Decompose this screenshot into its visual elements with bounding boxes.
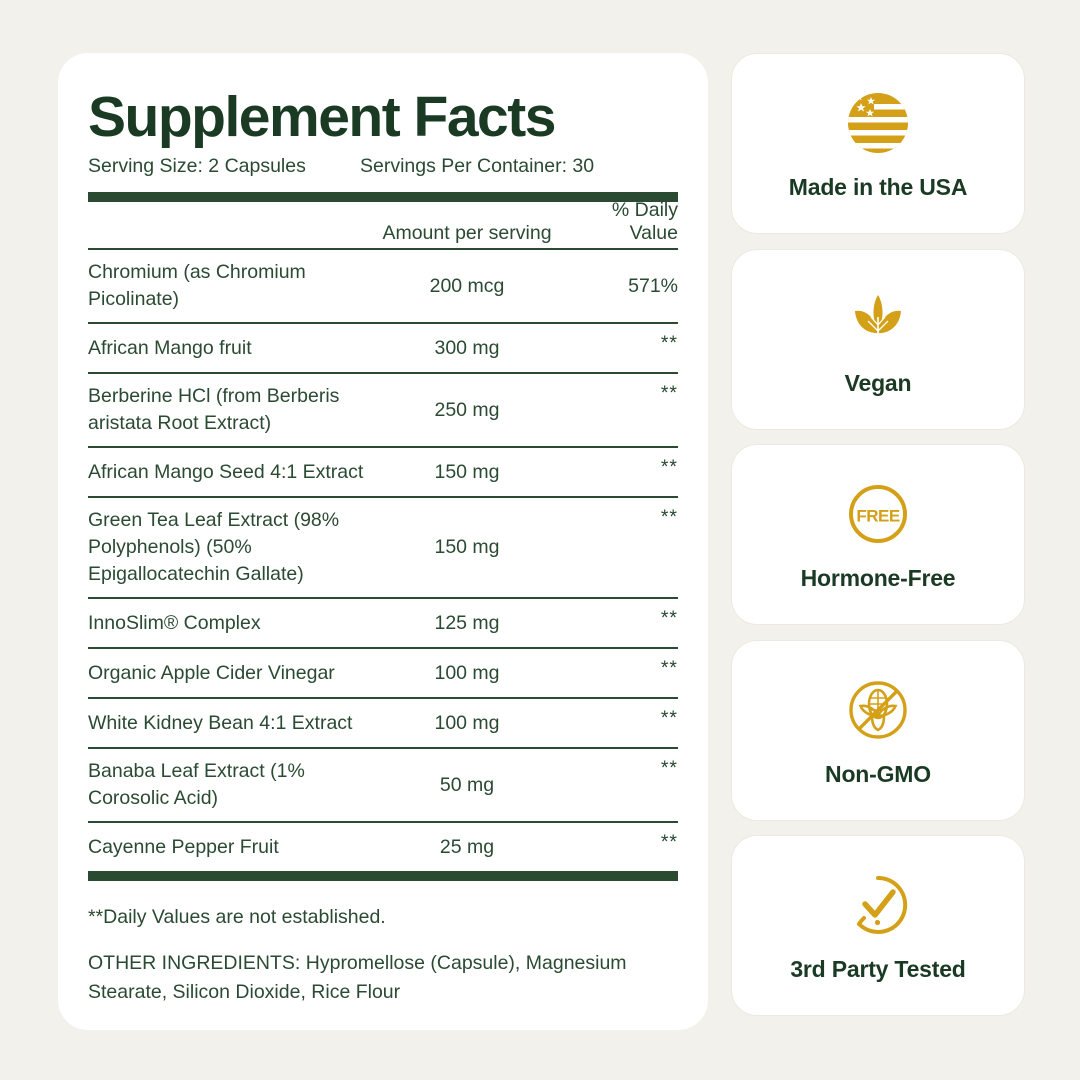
certification-badge-list: Made in the USA Vegan FREE Hormone-Free … bbox=[731, 53, 1025, 1016]
serving-info: Serving Size: 2 Capsules Servings Per Co… bbox=[88, 153, 678, 179]
serving-size: Serving Size: 2 Capsules bbox=[88, 155, 306, 177]
ingredient-amount: 150 mg bbox=[434, 536, 500, 558]
ingredient-daily-value: ** bbox=[660, 506, 678, 528]
badge-label: Made in the USA bbox=[788, 174, 968, 200]
badge-card-non-gmo[interactable]: Non-GMO bbox=[731, 639, 1025, 821]
table-row: Green Tea Leaf Extract (98% Polyphenols)… bbox=[88, 498, 678, 597]
ingredient-name: Berberine HCl (from Berberis aristata Ro… bbox=[88, 385, 340, 434]
row-divider bbox=[88, 372, 678, 374]
servings-per-container: Servings Per Container: 30 bbox=[360, 155, 595, 177]
table-row: InnoSlim® Complex 125 mg ** bbox=[88, 599, 678, 647]
free-circle-icon: FREE bbox=[841, 477, 915, 551]
ingredient-name: Organic Apple Cider Vinegar bbox=[88, 661, 335, 684]
ingredient-table: Chromium (as Chromium Picolinate) 200 mcg… bbox=[88, 250, 678, 871]
row-divider bbox=[88, 821, 678, 823]
row-divider bbox=[88, 446, 678, 448]
ingredient-name: White Kidney Bean 4:1 Extract bbox=[88, 711, 353, 734]
usa-flag-icon bbox=[841, 86, 915, 160]
ingredient-name: Cayenne Pepper Fruit bbox=[88, 835, 279, 858]
ingredient-daily-value: ** bbox=[660, 757, 678, 779]
ingredient-daily-value: ** bbox=[660, 657, 678, 679]
badge-label: 3rd Party Tested bbox=[790, 956, 966, 982]
ingredient-daily-value: ** bbox=[660, 332, 678, 354]
ingredient-daily-value: ** bbox=[660, 831, 678, 853]
badge-card-3rd-party-tested[interactable]: 3rd Party Tested bbox=[731, 835, 1025, 1016]
ingredient-daily-value: ** bbox=[660, 382, 678, 404]
ingredient-amount: 50 mg bbox=[439, 773, 495, 796]
table-column-headers: Amount per serving % Daily Value bbox=[88, 199, 678, 248]
ingredient-amount: 200 mcg bbox=[429, 274, 505, 297]
ingredient-name: InnoSlim® Complex bbox=[88, 611, 261, 634]
column-header-amount: Amount per serving bbox=[382, 222, 552, 244]
ingredient-name: Green Tea Leaf Extract (98% Polyphenols)… bbox=[88, 509, 340, 585]
ingredient-daily-value: ** bbox=[660, 456, 678, 478]
badge-label: Hormone-Free bbox=[800, 565, 956, 591]
badge-label: Vegan bbox=[844, 369, 912, 396]
svg-text:FREE: FREE bbox=[856, 507, 900, 526]
page-title: Supplement Facts bbox=[88, 85, 556, 149]
ingredient-name: African Mango Seed 4:1 Extract bbox=[88, 460, 364, 483]
ingredient-amount: 25 mg bbox=[439, 835, 495, 858]
badge-label: Non-GMO bbox=[825, 760, 931, 787]
ingredient-amount: 125 mg bbox=[434, 611, 500, 634]
ingredient-name: Chromium (as Chromium Picolinate) bbox=[88, 261, 306, 310]
check-circle-icon bbox=[841, 868, 915, 942]
badge-card-vegan[interactable]: Vegan bbox=[731, 248, 1025, 430]
ingredient-amount: 300 mg bbox=[434, 336, 500, 359]
badge-card-hormone-free[interactable]: FREE Hormone-Free bbox=[731, 444, 1025, 625]
table-row: Berberine HCl (from Berberis aristata Ro… bbox=[88, 374, 678, 446]
table-row: Banaba Leaf Extract (1% Corosolic Acid) 5… bbox=[88, 749, 678, 821]
ingredient-amount: 100 mg bbox=[434, 711, 500, 734]
divider-thin-header bbox=[88, 248, 678, 250]
leaf-plant-icon bbox=[841, 282, 915, 356]
column-header-daily-value: % Daily Value bbox=[611, 199, 678, 244]
ingredient-amount: 100 mg bbox=[434, 661, 500, 684]
row-divider bbox=[88, 747, 678, 749]
table-row: Organic Apple Cider Vinegar 100 mg ** bbox=[88, 649, 678, 697]
table-row: White Kidney Bean 4:1 Extract 100 mg ** bbox=[88, 699, 678, 747]
row-divider bbox=[88, 697, 678, 699]
row-divider bbox=[88, 647, 678, 649]
daily-value-footnote: **Daily Values are not established. bbox=[88, 906, 386, 928]
badge-card-made-in-the-usa[interactable]: Made in the USA bbox=[731, 53, 1025, 234]
ingredient-name: Banaba Leaf Extract (1% Corosolic Acid) bbox=[88, 760, 305, 809]
row-divider bbox=[88, 322, 678, 324]
row-divider bbox=[88, 597, 678, 599]
table-row: African Mango Seed 4:1 Extract 150 mg ** bbox=[88, 448, 678, 496]
ingredient-daily-value: ** bbox=[660, 707, 678, 729]
table-row: African Mango fruit 300 mg ** bbox=[88, 324, 678, 372]
corn-no-gmo-icon bbox=[841, 673, 915, 747]
row-divider bbox=[88, 496, 678, 498]
divider-thick-bottom bbox=[88, 871, 678, 881]
ingredient-name: African Mango fruit bbox=[88, 336, 252, 359]
other-ingredients: OTHER INGREDIENTS: Hypromellose (Capsule… bbox=[88, 952, 627, 1003]
ingredient-daily-value: 571% bbox=[628, 274, 678, 297]
divider-thick-top bbox=[88, 192, 678, 202]
table-row: Chromium (as Chromium Picolinate) 200 mcg… bbox=[88, 250, 678, 322]
ingredient-daily-value: ** bbox=[660, 607, 678, 629]
ingredient-amount: 150 mg bbox=[434, 460, 500, 483]
ingredient-amount: 250 mg bbox=[434, 398, 500, 421]
supplement-facts-card: Supplement Facts Serving Size: 2 Capsule… bbox=[58, 53, 708, 1030]
table-row: Cayenne Pepper Fruit 25 mg ** bbox=[88, 823, 678, 871]
